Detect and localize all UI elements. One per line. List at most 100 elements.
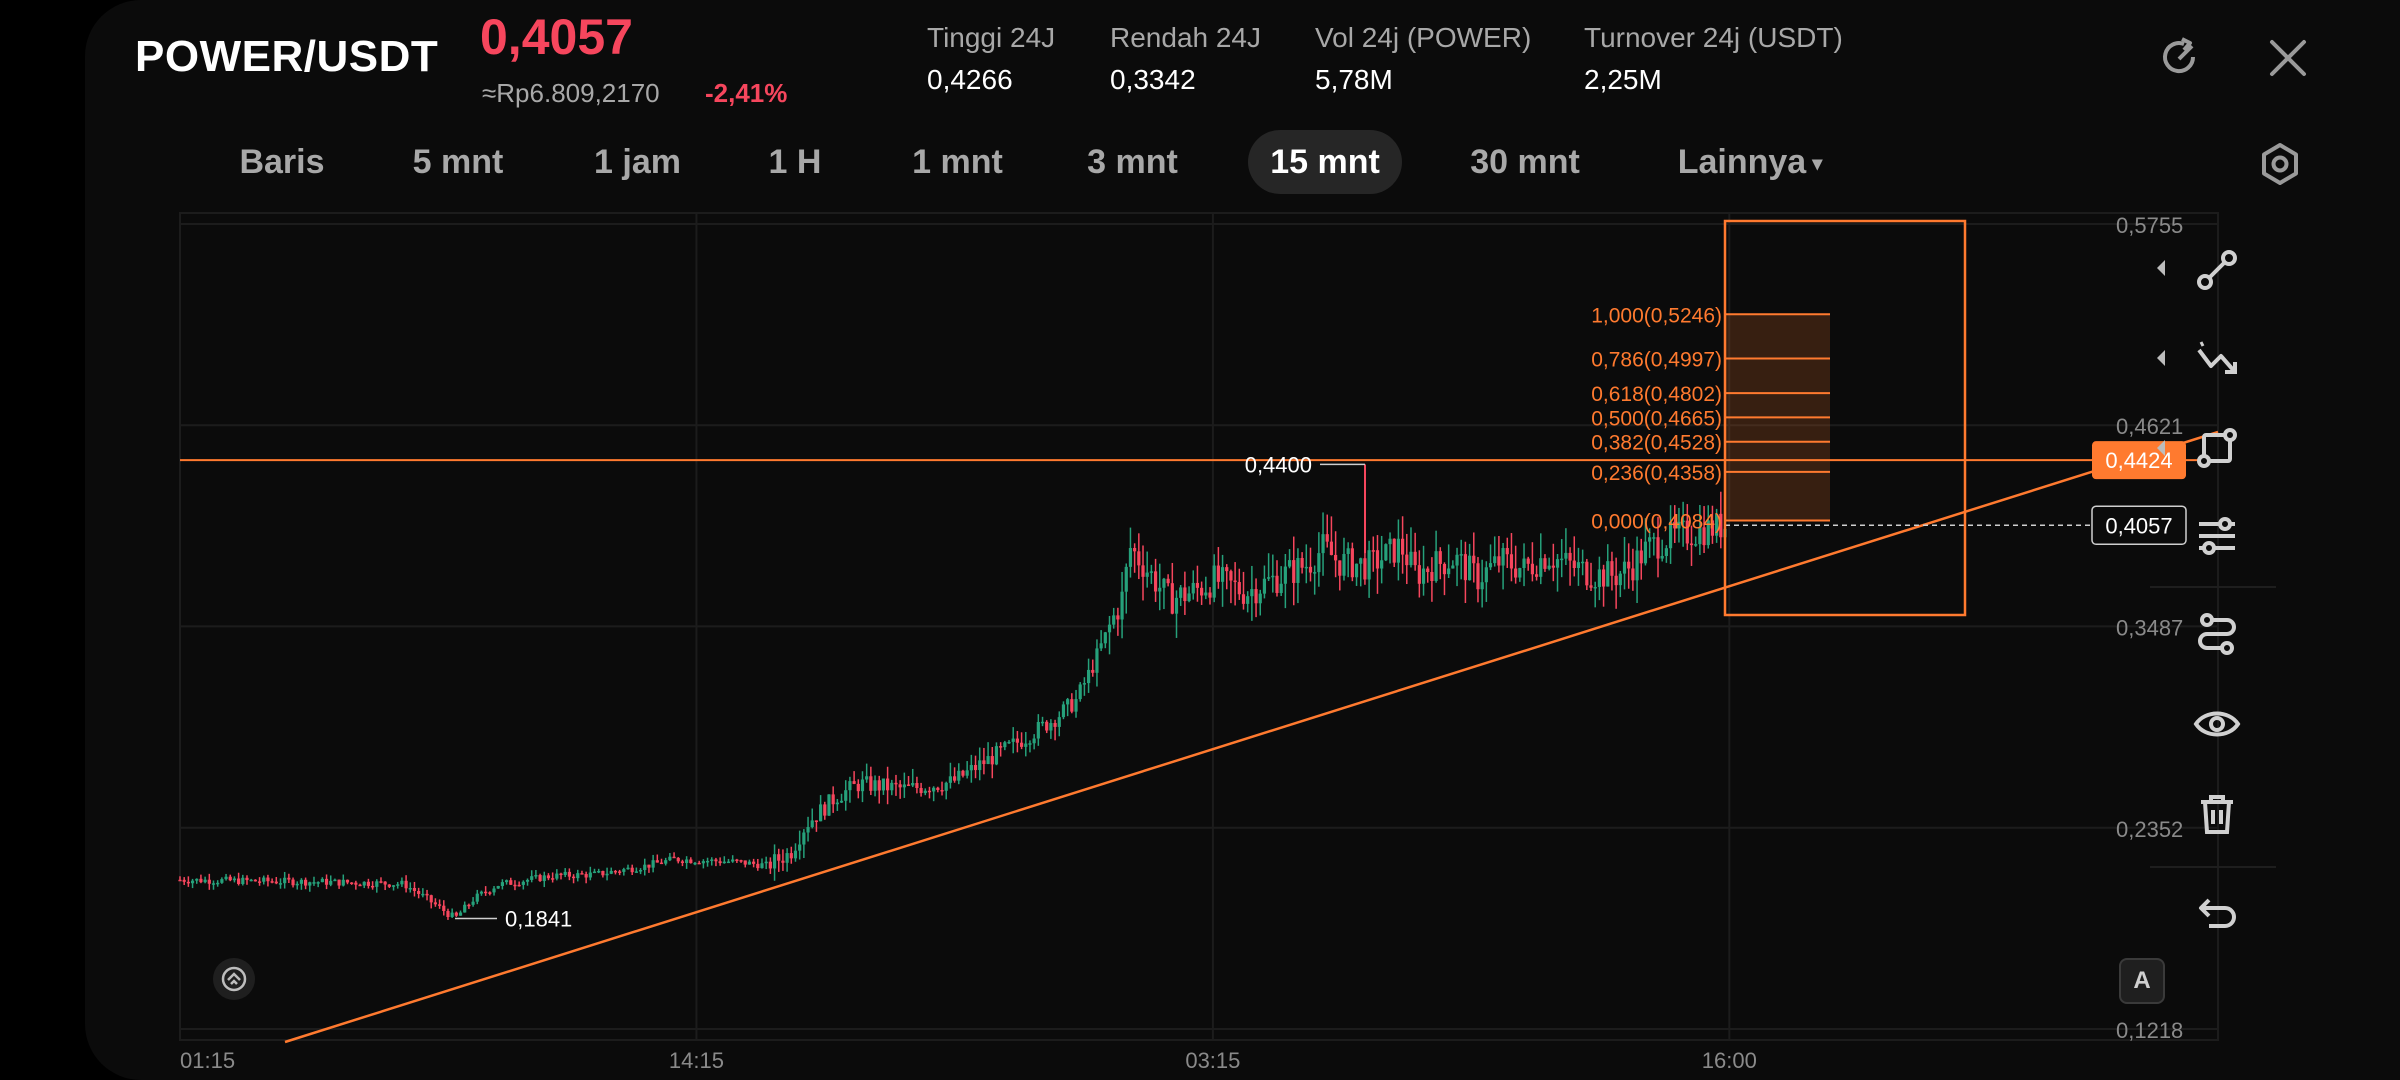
candle-body: [429, 895, 433, 903]
candle-body: [823, 804, 827, 816]
candle-body: [1597, 569, 1601, 587]
candle-body: [1015, 738, 1019, 743]
delete-drawings-button[interactable]: [2185, 782, 2249, 846]
candle-body: [283, 877, 287, 884]
shape-tool-icon: [2197, 428, 2237, 468]
candle-body: [1338, 560, 1342, 576]
close-button[interactable]: [2260, 30, 2316, 86]
candle-body: [1689, 543, 1694, 546]
chart-settings-button[interactable]: [2252, 136, 2308, 192]
tab-15-mnt[interactable]: 15 mnt: [1248, 130, 1402, 194]
tab-5-mnt[interactable]: 5 mnt: [412, 143, 504, 181]
candle-body: [722, 861, 726, 864]
candle-body: [257, 881, 262, 883]
undo-button[interactable]: [2185, 882, 2249, 946]
candle-body: [756, 863, 760, 869]
pattern-tool-button[interactable]: [2185, 602, 2249, 666]
candle-body: [777, 854, 781, 861]
candle-body: [1505, 548, 1509, 555]
candle-body: [446, 910, 450, 918]
candle-body: [1095, 648, 1099, 673]
candle-body: [291, 879, 295, 886]
candle-body: [475, 893, 479, 902]
tab-1-jam[interactable]: 1 jam: [594, 143, 681, 181]
candle-body: [1484, 567, 1488, 583]
fibonacci-tool-button[interactable]: [2185, 504, 2249, 568]
trading-pair-title[interactable]: POWER/USDT: [135, 32, 439, 81]
candle-body: [1593, 586, 1597, 589]
candle-body: [609, 870, 613, 874]
candle-body: [672, 856, 676, 859]
candle-body: [1308, 566, 1313, 573]
candle-body: [689, 859, 693, 864]
candle-body: [375, 881, 379, 887]
auto-scale-button[interactable]: A: [2119, 958, 2165, 1004]
candle-body: [605, 873, 609, 876]
candle-body: [752, 861, 756, 864]
stat-low-24h: Rendah 24J 0,3342: [1110, 22, 1261, 96]
candle-body: [1313, 572, 1317, 574]
candle-body: [186, 881, 190, 884]
candle-body: [1162, 578, 1166, 588]
candle-body: [852, 781, 856, 784]
candle-body: [525, 879, 530, 882]
trend-line-tool-button[interactable]: [2185, 238, 2249, 302]
candle-body: [592, 871, 597, 874]
visibility-icon: [2193, 711, 2241, 737]
tab-more[interactable]: Lainnya ▾: [1660, 130, 1840, 194]
chart-logo-button[interactable]: [213, 958, 255, 1000]
candle-body: [1300, 558, 1304, 568]
candle-body: [869, 776, 873, 791]
candle-body: [932, 787, 936, 792]
x-axis-tick-label: 16:00: [1702, 1048, 1757, 1073]
undo-icon: [2199, 898, 2236, 928]
candle-body: [1501, 548, 1505, 566]
candle-body: [178, 879, 182, 882]
candle-body: [676, 857, 680, 862]
zigzag-tool-button[interactable]: [2185, 328, 2249, 392]
candle-body: [496, 886, 500, 889]
shape-tool-button[interactable]: [2185, 416, 2249, 480]
candle-body: [308, 882, 312, 886]
candle-body: [387, 884, 391, 887]
candle-body: [1057, 717, 1061, 727]
candle-body: [613, 870, 618, 873]
candle-body: [915, 783, 919, 789]
candle-body: [714, 859, 718, 862]
candle-body: [973, 764, 978, 771]
candle-body: [1375, 550, 1380, 569]
candle-body: [1652, 537, 1656, 539]
tab-1-mnt[interactable]: 1 mnt: [912, 143, 1003, 181]
candle-body: [848, 781, 852, 791]
tab-baris[interactable]: Baris: [239, 143, 325, 181]
visibility-toggle-button[interactable]: [2185, 692, 2249, 756]
tab-1-h[interactable]: 1 H: [768, 143, 822, 181]
candle-body: [1618, 573, 1622, 586]
candle-body: [1476, 563, 1480, 590]
candle-body: [1141, 565, 1145, 577]
tab-30-mnt[interactable]: 30 mnt: [1470, 143, 1580, 181]
candle-body: [517, 884, 521, 887]
candle-body: [211, 883, 216, 885]
candle-body: [965, 770, 969, 776]
candle-body: [894, 782, 898, 785]
candle-body: [1417, 565, 1421, 584]
candle-body: [467, 904, 471, 907]
candle-body: [358, 884, 362, 887]
candle-body: [1660, 555, 1664, 559]
candle-body: [400, 880, 404, 885]
candle-body: [1388, 538, 1392, 545]
candle-body: [1212, 565, 1216, 598]
candle-body: [433, 902, 438, 905]
rotate-screen-button[interactable]: [2152, 30, 2208, 86]
candle-body: [1070, 699, 1074, 712]
candle-body: [584, 874, 588, 878]
candle-body: [781, 860, 785, 863]
candle-body: [1405, 554, 1409, 566]
candle-body: [345, 879, 350, 883]
selection-rectangle-drawing: [1723, 219, 1967, 617]
candle-body: [886, 778, 890, 791]
candle-body: [1514, 568, 1518, 578]
tab-3-mnt[interactable]: 3 mnt: [1087, 143, 1178, 181]
